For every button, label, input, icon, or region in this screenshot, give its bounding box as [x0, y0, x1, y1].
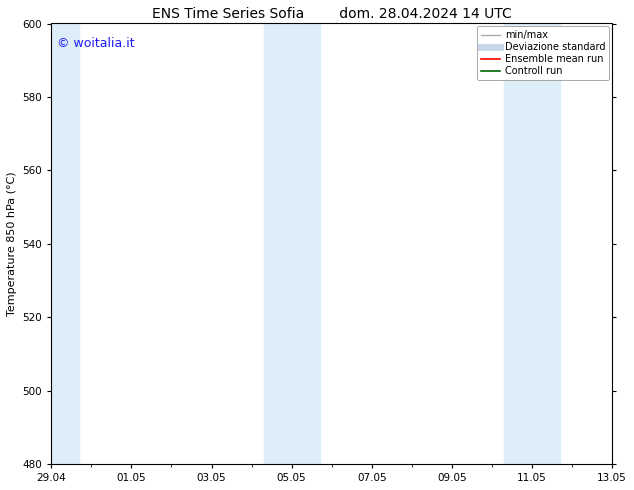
Y-axis label: Temperature 850 hPa (°C): Temperature 850 hPa (°C)	[7, 172, 17, 316]
Legend: min/max, Deviazione standard, Ensemble mean run, Controll run: min/max, Deviazione standard, Ensemble m…	[477, 26, 609, 80]
Bar	[264, 24, 320, 464]
Title: ENS Time Series Sofia        dom. 28.04.2024 14 UTC: ENS Time Series Sofia dom. 28.04.2024 14…	[152, 7, 512, 21]
Bar	[48, 24, 79, 464]
Bar	[504, 24, 560, 464]
Text: © woitalia.it: © woitalia.it	[57, 37, 134, 49]
